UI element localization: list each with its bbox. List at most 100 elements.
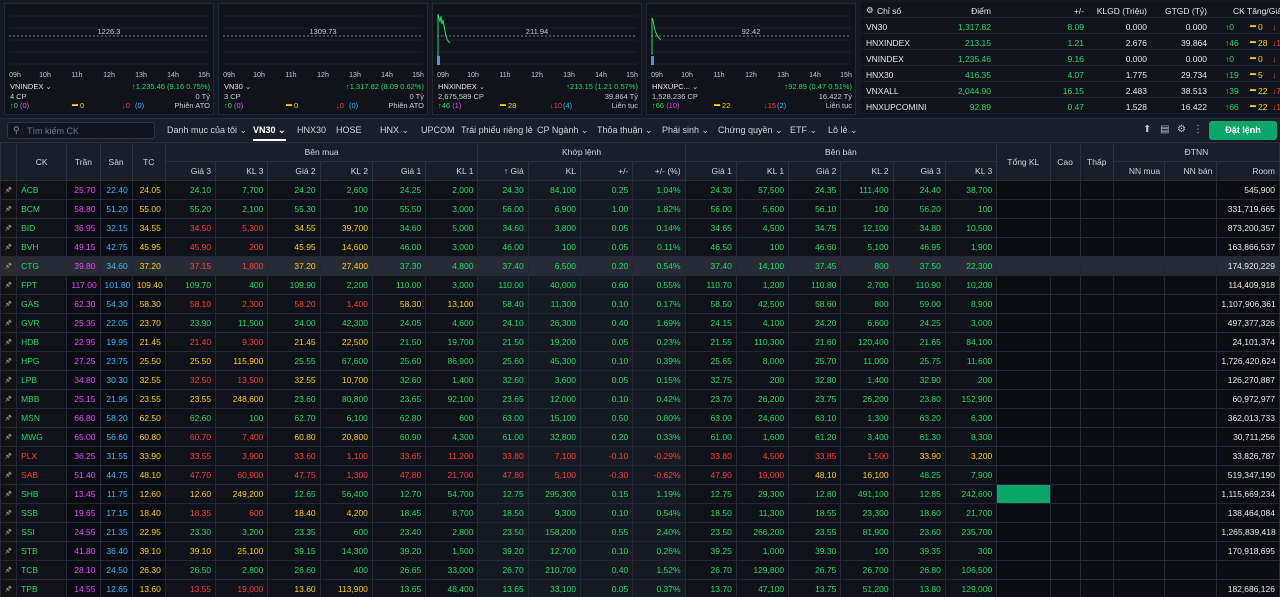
ask-vol-1[interactable]: 8,000 — [735, 351, 790, 371]
symbol[interactable]: MSN — [16, 408, 68, 428]
index-row[interactable]: HNXUPCOMINI 92.89 0.47 1.528 16.422 ↑66 ▬22 ↓15 — [861, 98, 1280, 114]
match-change-pct[interactable]: 0.23% — [632, 332, 686, 352]
ask-price-2[interactable]: 12.80 — [788, 484, 842, 504]
bid-price-2[interactable]: 23.60 — [267, 389, 321, 409]
pin-icon[interactable]: 📌 — [0, 351, 18, 371]
col-cao[interactable]: Cao — [1049, 142, 1081, 181]
match-change[interactable]: 0.05 — [579, 237, 634, 257]
index-row[interactable]: HNX30 416.35 4.07 1.775 29.734 ↑19 ▬ 5 ↓ — [861, 66, 1280, 82]
ask-vol-3[interactable]: 106,500 — [944, 560, 998, 580]
bid-vol-2[interactable]: 10,700 — [319, 370, 373, 390]
match-change[interactable]: -0.30 — [579, 465, 634, 485]
pin-icon[interactable]: 📌 — [0, 332, 18, 352]
bid-vol-2[interactable]: 100 — [319, 199, 373, 219]
tab-hnx30[interactable]: HNX30 — [297, 125, 326, 135]
ask-vol-2[interactable]: 1,300 — [840, 408, 894, 428]
bid-price-1[interactable]: 24.25 — [371, 180, 427, 200]
bid-price-3[interactable]: 58.10 — [164, 294, 217, 314]
bid-vol-2[interactable]: 1,400 — [319, 294, 373, 314]
pin-icon[interactable]: 📌 — [0, 275, 18, 295]
ask-vol-3[interactable]: 152,900 — [944, 389, 998, 409]
ask-vol-1[interactable]: 47,100 — [735, 579, 790, 597]
bid-vol-1[interactable]: 54,700 — [425, 484, 479, 504]
bid-vol-1[interactable]: 13,100 — [425, 294, 479, 314]
bid-vol-3[interactable]: 600 — [215, 503, 269, 523]
bid-price-3[interactable]: 47.70 — [164, 465, 217, 485]
col-san[interactable]: Sàn — [99, 142, 133, 181]
bid-vol-3[interactable]: 19,000 — [215, 579, 269, 597]
ask-vol-1[interactable]: 29,300 — [735, 484, 790, 504]
bid-price-3[interactable]: 12.60 — [164, 484, 217, 504]
col-kl2[interactable]: KL 2 — [840, 161, 894, 181]
bid-price-2[interactable]: 33.60 — [267, 446, 321, 466]
bid-vol-2[interactable]: 1,300 — [319, 465, 373, 485]
match-vol[interactable]: 19,200 — [527, 332, 582, 352]
pin-icon[interactable]: 📌 — [0, 313, 18, 333]
ask-price-2[interactable]: 39.30 — [788, 541, 842, 561]
table-row[interactable]: 📌 MWG 65.00 56.60 60.80 60.70 7,400 60.80 20,800… — [0, 427, 1280, 447]
col-kl3[interactable]: KL 3 — [215, 161, 269, 181]
bid-price-1[interactable]: 34.60 — [371, 218, 427, 238]
ask-price-3[interactable]: 24.25 — [892, 313, 946, 333]
ask-price-1[interactable]: 23.50 — [684, 522, 737, 542]
col-tc[interactable]: TC — [131, 142, 166, 181]
ask-vol-3[interactable]: 8,300 — [944, 427, 998, 447]
symbol[interactable]: GVR — [16, 313, 68, 333]
bid-price-2[interactable]: 45.95 — [267, 237, 321, 257]
match-vol[interactable]: 5,100 — [527, 465, 582, 485]
symbol[interactable]: CTG — [16, 256, 68, 276]
match-vol[interactable]: 158,200 — [527, 522, 582, 542]
bid-vol-1[interactable]: 86,900 — [425, 351, 479, 371]
ask-price-1[interactable]: 56.00 — [684, 199, 737, 219]
bid-price-3[interactable]: 18.35 — [164, 503, 217, 523]
match-change[interactable]: 0.20 — [579, 256, 634, 276]
bid-vol-3[interactable]: 100 — [215, 408, 269, 428]
ask-vol-3[interactable]: 242,600 — [944, 484, 998, 504]
col-gia2[interactable]: Giá 2 — [788, 161, 842, 181]
ask-vol-2[interactable]: 11,000 — [840, 351, 894, 371]
col-gia1[interactable]: Giá 1 — [684, 161, 737, 181]
symbol[interactable]: GAS — [16, 294, 68, 314]
place-order-button[interactable]: Đặt lệnh — [1209, 121, 1277, 140]
table-row[interactable]: 📌 HDB 22.95 19.95 21.45 21.40 9,300 21.45 22,500… — [0, 332, 1280, 352]
bid-vol-3[interactable]: 5,300 — [215, 218, 269, 238]
table-row[interactable]: 📌 BVH 49.15 42.75 45.95 45.90 200 45.95 14,600 46… — [0, 237, 1280, 257]
tab-l-l-[interactable]: Lô lẻ ⌄ — [828, 125, 858, 136]
table-row[interactable]: 📌 SSB 19.65 17.15 18.40 18.35 600 18.40 4,200 18.… — [0, 503, 1280, 523]
bid-vol-3[interactable]: 11,500 — [215, 313, 269, 333]
ask-vol-1[interactable]: 129,800 — [735, 560, 790, 580]
symbol[interactable]: ACB — [16, 180, 68, 200]
bid-price-2[interactable]: 58.20 — [267, 294, 321, 314]
ask-price-2[interactable]: 46.60 — [788, 237, 842, 257]
ask-price-3[interactable]: 37.50 — [892, 256, 946, 276]
bid-price-2[interactable]: 109.90 — [267, 275, 321, 295]
match-price[interactable]: 23.65 — [477, 389, 529, 409]
symbol[interactable]: TPB — [16, 579, 68, 597]
bid-vol-1[interactable]: 4,300 — [425, 427, 479, 447]
bid-price-2[interactable]: 62.70 — [267, 408, 321, 428]
gear-icon[interactable]: ⚙ — [1177, 124, 1186, 135]
ask-price-3[interactable]: 23.60 — [892, 522, 946, 542]
match-price[interactable]: 32.60 — [477, 370, 529, 390]
bid-vol-2[interactable]: 113,900 — [319, 579, 373, 597]
match-price[interactable]: 46.00 — [477, 237, 529, 257]
index-name[interactable]: VNINDEX — [10, 82, 44, 91]
symbol[interactable]: SAB — [16, 465, 68, 485]
bid-vol-3[interactable]: 7,400 — [215, 427, 269, 447]
pin-icon[interactable]: 📌 — [0, 465, 18, 485]
ask-price-1[interactable]: 18.50 — [684, 503, 737, 523]
match-change[interactable]: 0.10 — [579, 294, 634, 314]
match-change[interactable]: 0.10 — [579, 351, 634, 371]
ask-price-2[interactable]: 58.60 — [788, 294, 842, 314]
match-price[interactable]: 56.00 — [477, 199, 529, 219]
pin-icon[interactable]: 📌 — [0, 484, 18, 504]
tab-ch-ng-quy-n[interactable]: Chứng quyền ⌄ — [718, 125, 783, 136]
ask-price-2[interactable]: 24.35 — [788, 180, 842, 200]
bid-price-3[interactable]: 55.20 — [164, 199, 217, 219]
ask-vol-3[interactable]: 84,100 — [944, 332, 998, 352]
pin-icon[interactable]: 📌 — [0, 199, 18, 219]
ask-price-1[interactable]: 24.30 — [684, 180, 737, 200]
match-change-pct[interactable]: 1.04% — [632, 180, 686, 200]
match-price[interactable]: 37.40 — [477, 256, 529, 276]
ask-price-3[interactable]: 18.60 — [892, 503, 946, 523]
